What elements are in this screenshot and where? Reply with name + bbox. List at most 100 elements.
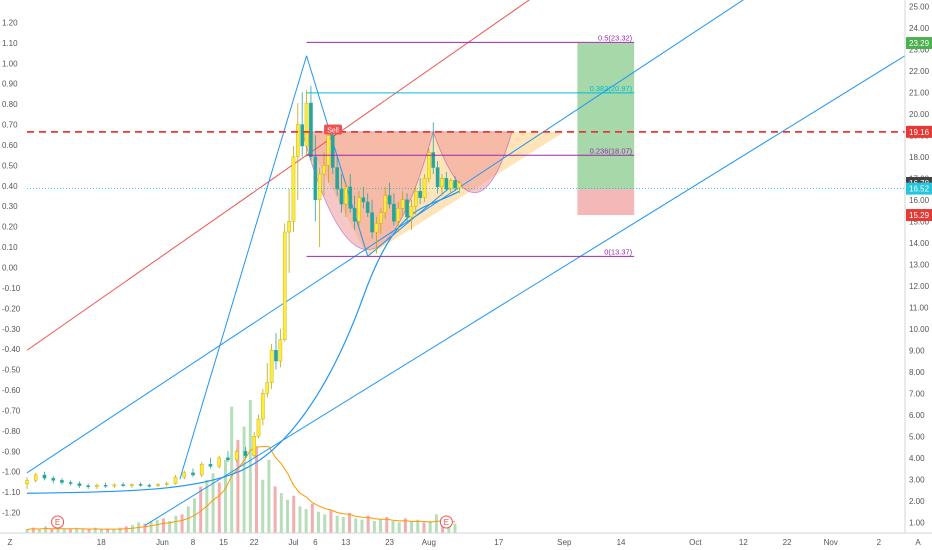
candle-body: [304, 102, 309, 147]
candle-body: [261, 393, 265, 420]
blue-channel-upper-line: [26, 0, 744, 474]
left-axis-tick-label: 0.20: [2, 223, 18, 232]
volume-bar: [323, 514, 327, 533]
fib-level-label: 0.382(20.97): [590, 84, 633, 93]
price-badge-bg: [906, 182, 932, 195]
volume-bar: [341, 517, 345, 533]
fib-level-label: 0(13.37): [604, 247, 632, 256]
candle-body: [348, 186, 353, 209]
candle-body: [182, 472, 187, 478]
volume-bar: [428, 521, 432, 533]
cup-shape: [301, 131, 434, 251]
volume-bar: [186, 506, 190, 533]
right-axis-tick-label: 9.00: [909, 346, 925, 355]
x-axis-tick-label: 15: [219, 538, 228, 547]
candle-body: [317, 173, 322, 200]
right-axis-tick-label: 22.00: [909, 67, 930, 76]
candle-body: [392, 203, 396, 222]
price-badge: 16.52: [906, 182, 932, 195]
price-badge-label: 16.52: [909, 185, 930, 194]
left-axis-tick-label: -1.20: [2, 509, 21, 518]
left-axis-tick-label: 0.50: [2, 161, 18, 170]
candle-body: [130, 484, 134, 486]
price-badge-label: 15.29: [909, 211, 930, 220]
volume-bar: [335, 515, 339, 533]
candle-body: [335, 167, 339, 190]
right-axis-tick-label: 24.00: [909, 24, 930, 33]
right-axis-tick-label: 14.00: [909, 239, 930, 248]
right-axis-tick-label: 7.00: [909, 389, 925, 398]
candle-body: [95, 485, 99, 487]
candle-body: [396, 208, 401, 222]
candle-body: [199, 464, 204, 476]
volume-bar: [199, 486, 203, 533]
candle-body: [103, 485, 108, 487]
volume-bar: [242, 426, 246, 533]
candle-body: [313, 156, 318, 200]
candle-body: [387, 195, 392, 205]
volume-bar: [168, 521, 172, 533]
annotations-layer: 0.5(23.32) 0.382(20.97) 0.236(18.07) 0(13.3…: [27, 33, 905, 529]
volume-bar: [385, 517, 389, 533]
sell-flag-box: [324, 124, 343, 135]
candle-body: [147, 485, 152, 487]
candle-body: [138, 484, 143, 486]
volume-bar: [56, 527, 60, 533]
earnings-circle: [51, 515, 65, 529]
volume-ma-line: [26, 446, 456, 530]
volume-bar: [217, 482, 221, 533]
price-badge-bg: [906, 125, 932, 138]
volume-bar: [25, 529, 29, 533]
candle-body: [42, 474, 47, 479]
candle-body: [374, 223, 379, 233]
candle-body: [226, 457, 230, 461]
candle-body: [243, 451, 248, 456]
left-axis-tick-label: -1.10: [2, 488, 21, 497]
volume-bar: [130, 525, 134, 533]
x-axis-tick-label: Jun: [156, 538, 169, 547]
candle-body: [440, 178, 444, 188]
volume-bar: [310, 503, 314, 533]
left-axis-tick-label: -0.90: [2, 447, 21, 456]
volume-bar: [360, 519, 364, 533]
x-axis-tick-label: 2: [877, 538, 882, 547]
volume-bar: [211, 473, 215, 533]
candle-body: [208, 464, 213, 467]
right-axis-tick-label: 4.00: [909, 454, 925, 463]
right-axis-tick-label: 18.00: [909, 153, 930, 162]
volume-bar: [329, 510, 333, 533]
volume-bar: [174, 515, 178, 533]
right-axis-tick-label: 3.00: [909, 475, 925, 484]
volume-bar: [87, 529, 91, 533]
candle-body: [265, 382, 270, 394]
candle-body: [296, 124, 300, 157]
candle-body: [370, 212, 374, 233]
candle-body: [77, 483, 82, 486]
candle-body: [60, 480, 64, 483]
candle-body: [121, 484, 125, 486]
candle-body: [156, 484, 160, 486]
volume-bar: [391, 521, 395, 533]
volume-bar: [236, 439, 240, 533]
right-axis-tick-label: 13.00: [909, 260, 930, 269]
earnings-marker-left: E: [51, 515, 65, 529]
volume-bar: [149, 521, 153, 533]
candle-body: [457, 182, 462, 189]
left-axis-tick-label: -0.60: [2, 386, 21, 395]
candle-body: [278, 339, 283, 362]
left-axis-tick-label: 1.00: [2, 59, 18, 68]
volume-bar: [118, 527, 122, 533]
candle-body: [339, 188, 344, 205]
pole-down-line: [306, 55, 369, 257]
candles-layer: [25, 85, 462, 489]
candle-body: [379, 212, 383, 224]
candle-body: [326, 135, 331, 166]
candle-body: [453, 180, 457, 189]
candle-body: [422, 178, 427, 198]
candle-body: [405, 199, 409, 218]
right-axis-tick-label: 21.00: [909, 88, 930, 97]
candle-body: [357, 197, 361, 222]
right-axis-tick-label: 8.00: [909, 368, 925, 377]
